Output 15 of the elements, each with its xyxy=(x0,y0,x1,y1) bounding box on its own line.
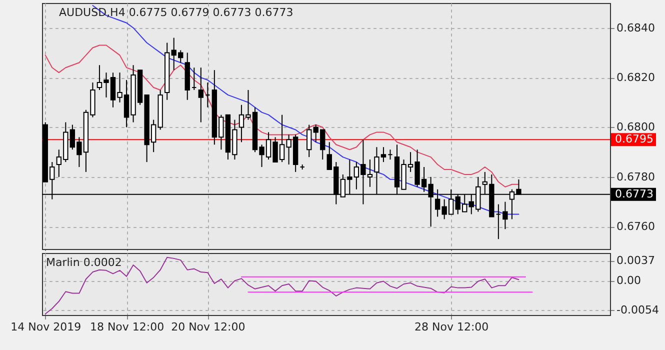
x-tick-label: 28 Nov 12:00 xyxy=(414,320,489,334)
y-tick-label: 0.6780 xyxy=(616,170,655,184)
y-tick-label: -0.0054 xyxy=(616,304,659,317)
y-tick-label: 0.00 xyxy=(616,274,641,288)
y-tick-label: 0.6800 xyxy=(616,120,655,134)
x-tick-label: 20 Nov 12:00 xyxy=(171,320,246,334)
ref-line-label: 0.6795 xyxy=(615,132,654,146)
y-tick-label: 0.0037 xyxy=(616,254,655,268)
y-tick-label: 0.6760 xyxy=(616,220,655,234)
x-tick-label: 14 Nov 2019 xyxy=(10,320,82,334)
y-tick-label: 0.6840 xyxy=(616,21,655,34)
chart-title: Marlin 0.0002 xyxy=(46,256,122,269)
y-tick-label: 0.6820 xyxy=(616,71,655,84)
ref-line-label: 0.6773 xyxy=(615,187,654,200)
x-tick-label: 18 Nov 12:00 xyxy=(90,320,164,334)
